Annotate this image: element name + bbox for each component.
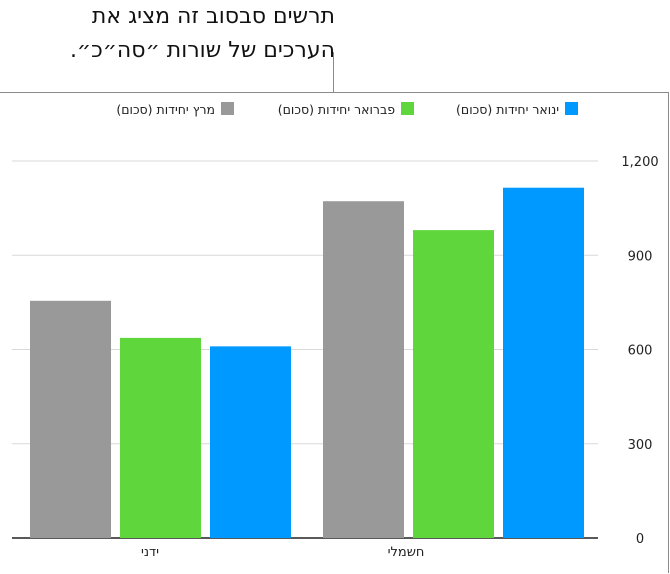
- y-tick-label: 600: [628, 344, 653, 359]
- bar: [210, 346, 291, 538]
- bar: [30, 300, 111, 538]
- y-tick-label: 300: [628, 438, 653, 453]
- x-category-label: חשמלי: [388, 545, 425, 560]
- legend-swatch: [401, 102, 414, 115]
- callout-line-2: הערכים של שורות ״סה״כ״.: [69, 38, 335, 63]
- y-tick-label: 0: [636, 532, 644, 547]
- legend-swatch: [565, 102, 578, 115]
- y-tick-label: 1,200: [621, 155, 658, 170]
- chart-frame: [0, 92, 669, 573]
- legend-swatch: [221, 102, 234, 115]
- bar: [503, 187, 584, 538]
- bar: [413, 230, 494, 538]
- callout-text: תרשים סבסוב זה מציג את הערכים של שורות ״…: [5, 0, 335, 68]
- callout-line-1: תרשים סבסוב זה מציג את: [91, 4, 335, 29]
- callout-leader-line: [333, 52, 334, 93]
- y-tick-label: 900: [628, 249, 653, 264]
- legend-label: פברואר יחידות (סכום): [278, 102, 395, 117]
- legend-label: מרץ יחידות (סכום): [116, 102, 215, 117]
- legend-label: ינואר יחידות (סכום): [456, 102, 559, 117]
- bar: [120, 337, 201, 538]
- x-category-label: ידני: [141, 545, 159, 560]
- bar: [323, 201, 404, 539]
